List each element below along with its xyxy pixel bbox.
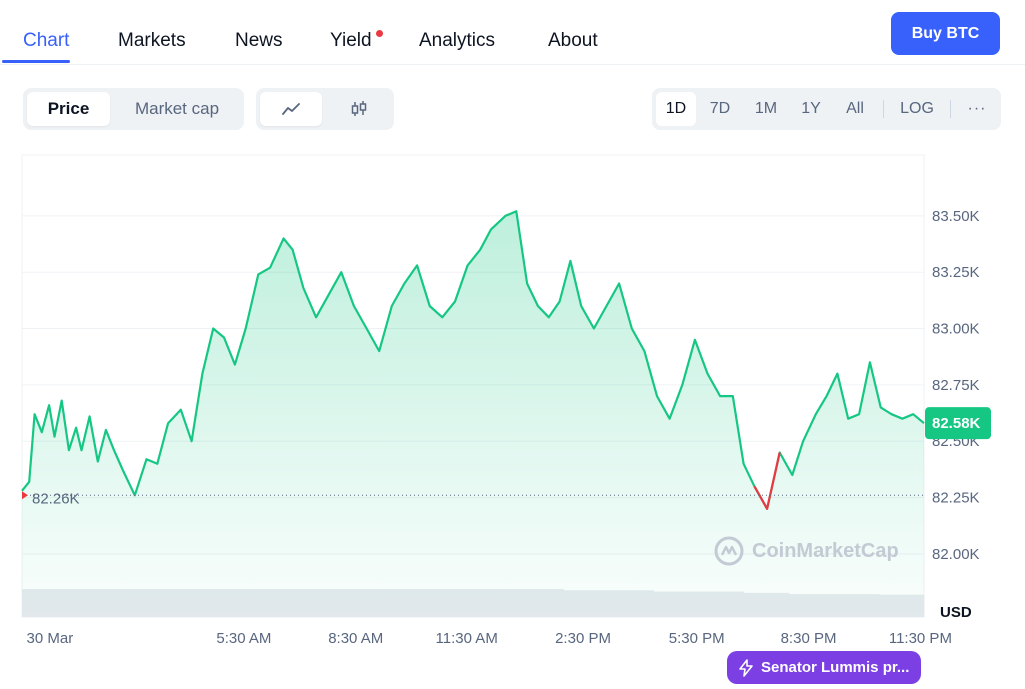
y-tick-label: 82.75K	[932, 377, 980, 394]
range-1d-button[interactable]: 1D	[656, 92, 696, 126]
more-divider	[950, 100, 951, 118]
y-tick-label: 82.25K	[932, 490, 980, 507]
tab-markets[interactable]: Markets	[118, 30, 186, 51]
price-line-below-open	[753, 452, 781, 510]
price-area-fill	[22, 211, 924, 618]
lightning-icon	[739, 658, 753, 677]
x-tick-label: 2:30 PM	[555, 630, 611, 647]
yield-notification-dot	[376, 30, 383, 37]
y-axis-ticks: 83.50K83.25K83.00K82.75K82.50K82.25K82.0…	[932, 208, 980, 563]
current-price-label: 82.58K	[932, 415, 981, 432]
x-tick-label: 8:30 PM	[781, 630, 837, 647]
chart-type-toggle	[256, 88, 394, 130]
x-tick-label: 11:30 PM	[889, 630, 952, 647]
line-chart-icon	[282, 103, 300, 115]
candlestick-icon	[351, 101, 367, 116]
range-7d-button[interactable]: 7D	[709, 100, 731, 117]
tab-about[interactable]: About	[548, 30, 598, 51]
y-tick-label: 83.00K	[932, 321, 980, 338]
buy-btc-button[interactable]: Buy BTC	[891, 12, 1000, 55]
line-chart-button[interactable]	[260, 92, 322, 126]
open-price-marker	[22, 491, 28, 500]
price-toggle-button[interactable]: Price	[27, 92, 110, 126]
range-1m-button[interactable]: 1M	[754, 100, 778, 117]
coinmarketcap-watermark: CoinMarketCap	[714, 536, 899, 566]
tab-analytics[interactable]: Analytics	[419, 30, 496, 51]
y-tick-label: 82.00K	[932, 546, 980, 563]
x-tick-label: 5:30 PM	[669, 630, 725, 647]
x-axis-ticks: 30 Mar 5:30 AM 8:30 AM 11:30 AM 2:30 PM 5:30 …	[27, 630, 952, 647]
time-range-selector: 1D 7D 1M 1Y All LOG ···	[652, 88, 1001, 130]
current-price-badge	[925, 407, 991, 440]
tab-chart[interactable]: Chart	[23, 30, 70, 51]
x-tick-label: 30 Mar	[27, 630, 74, 647]
tab-yield[interactable]: Yield	[330, 30, 372, 51]
y-tick-label: 83.25K	[932, 264, 980, 281]
more-options-button[interactable]: ···	[967, 100, 987, 117]
range-1y-button[interactable]: 1Y	[801, 100, 821, 117]
watermark-text: CoinMarketCap	[752, 539, 899, 562]
x-tick-label: 5:30 AM	[216, 630, 271, 647]
y-axis-unit: USD	[940, 604, 972, 621]
coinmarketcap-logo-icon	[714, 536, 744, 566]
news-pill-text: Senator Lummis pr...	[761, 659, 910, 676]
y-tick-label: 83.50K	[932, 208, 980, 225]
tab-news[interactable]: News	[235, 30, 283, 51]
active-tab-indicator	[2, 60, 70, 63]
top-nav: Chart Markets News Yield Analytics About…	[0, 0, 1025, 65]
x-tick-label: 8:30 AM	[328, 630, 383, 647]
market-cap-toggle-button[interactable]: Market cap	[134, 99, 220, 118]
range-divider	[883, 100, 884, 118]
log-scale-button[interactable]: LOG	[900, 100, 934, 117]
range-all-button[interactable]: All	[846, 100, 864, 117]
open-price-label: 82.26K	[32, 490, 80, 507]
x-tick-label: 11:30 AM	[436, 630, 498, 647]
candlestick-chart-button[interactable]	[328, 92, 390, 126]
news-event-pill[interactable]: Senator Lummis pr...	[727, 651, 921, 684]
metric-toggle: Price Market cap	[23, 88, 244, 130]
